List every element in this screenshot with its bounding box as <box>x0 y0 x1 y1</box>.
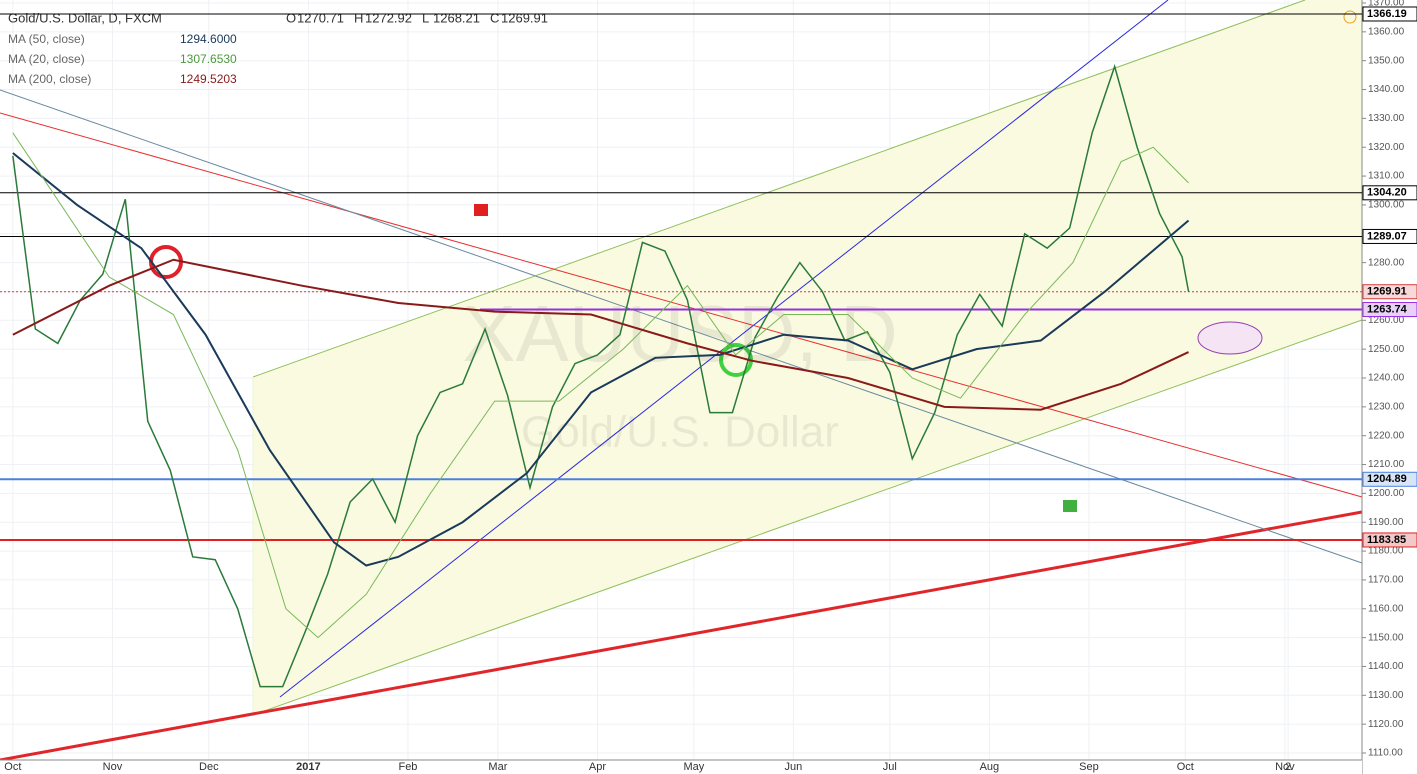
x-tick-label: Oct <box>1177 761 1194 773</box>
trend-line-red <box>0 112 1363 498</box>
watermark-name: Gold/U.S. Dollar <box>521 408 839 457</box>
trend-line-gray <box>0 89 1363 564</box>
x-tick-label: Jun <box>785 761 803 773</box>
series-line <box>12 63 1190 688</box>
series-line <box>12 152 1190 567</box>
indicator-name: MA (20, close) <box>8 52 85 66</box>
ohlc-value: 1269.91 <box>501 10 548 25</box>
y-tick-label: 1130.00 <box>1368 690 1404 701</box>
channel-fill <box>253 0 1362 715</box>
trend-line-red-thick <box>0 510 1363 762</box>
y-tick-label: 1120.00 <box>1368 719 1404 730</box>
thumb-down-icon <box>474 204 488 216</box>
level-label: 1183.85 <box>1367 534 1406 546</box>
x-tick-label: Aug <box>980 761 1000 773</box>
level-label: 1366.19 <box>1367 8 1407 20</box>
x-tick-label: Feb <box>398 761 417 773</box>
x-tick-label: 2 <box>1285 761 1291 773</box>
x-tick-label: Oct <box>4 761 21 773</box>
level-badge <box>1362 302 1417 318</box>
indicator-value: 1307.6530 <box>180 52 237 66</box>
y-tick-label: 1260.00 <box>1368 315 1405 326</box>
y-tick-label: 1110.00 <box>1368 748 1403 759</box>
level-badge <box>1362 532 1417 548</box>
y-tick-label: 1370.00 <box>1368 0 1405 9</box>
ohlc-value: 1270.71 <box>297 10 344 25</box>
level-label: 1304.20 <box>1367 187 1407 199</box>
legend: Gold/U.S. Dollar, D, FXCM MA (50, close)… <box>8 10 548 86</box>
series-line <box>12 258 1189 411</box>
y-tick-label: 1140.00 <box>1368 661 1404 672</box>
x-tick-label: Mar <box>488 761 507 773</box>
y-tick-label: 1250.00 <box>1368 344 1405 355</box>
y-tick-label: 1310.00 <box>1368 171 1405 182</box>
y-tick-label: 1350.00 <box>1368 55 1405 66</box>
level-label: 1289.07 <box>1367 230 1407 242</box>
x-tick-label: Nov <box>1275 761 1295 773</box>
level-badge <box>1362 284 1417 300</box>
y-tick-label: 1210.00 <box>1368 459 1405 470</box>
time-axis <box>0 760 1362 774</box>
y-tick-label: 1280.00 <box>1368 257 1405 268</box>
target-ellipse <box>1197 321 1263 355</box>
level-badge <box>1362 471 1417 487</box>
y-tick-label: 1150.00 <box>1368 632 1404 643</box>
level-label: 1269.91 <box>1367 286 1407 298</box>
ohlc-value: 1272.92 <box>365 10 412 25</box>
indicator-name: MA (50, close) <box>8 32 85 46</box>
symbol: Gold/U.S. Dollar, D, FXCM <box>8 10 162 25</box>
x-tick-label: Dec <box>199 761 219 773</box>
thumb-up-icon <box>1063 500 1077 512</box>
y-tick-label: 1330.00 <box>1368 113 1405 124</box>
y-tick-label: 1200.00 <box>1368 488 1405 499</box>
x-tick-label: Nov <box>103 761 123 773</box>
ohlc-label: O <box>286 10 296 25</box>
y-tick-label: 1170.00 <box>1368 575 1404 586</box>
series-line <box>12 132 1189 639</box>
y-tick-label: 1180.00 <box>1368 546 1404 557</box>
y-tick-label: 1240.00 <box>1368 373 1405 384</box>
y-tick-label: 1230.00 <box>1368 401 1405 412</box>
x-tick-label: Sep <box>1079 761 1099 773</box>
y-tick-label: 1360.00 <box>1368 26 1405 37</box>
y-tick-label: 1340.00 <box>1368 84 1405 95</box>
y-tick-label: 1300.00 <box>1368 200 1405 211</box>
level-badge <box>1362 6 1417 22</box>
y-tick-label: 1190.00 <box>1368 517 1404 528</box>
x-tick-label: Jul <box>883 761 897 773</box>
level-label: 1263.74 <box>1367 303 1408 315</box>
x-tick-label: May <box>683 761 704 773</box>
x-tick-label: Apr <box>589 761 606 773</box>
ohlc-label: H <box>354 10 363 25</box>
indicator-value: 1249.5203 <box>180 72 237 86</box>
ohlc-label: C <box>490 10 499 25</box>
x-tick-label: 2017 <box>296 761 320 773</box>
indicator-value: 1294.6000 <box>180 32 237 46</box>
y-tick-label: 1220.00 <box>1368 430 1405 441</box>
y-tick-label: 1160.00 <box>1368 603 1404 614</box>
channel-bottom <box>252 319 1363 716</box>
level-badge <box>1362 185 1417 201</box>
ohlc-value: 1268.21 <box>433 10 480 25</box>
price-axis <box>1362 0 1417 774</box>
channel-top <box>252 0 1306 378</box>
level-label: 1204.89 <box>1367 473 1407 485</box>
watermark-symbol: XAUUSD, D <box>462 289 898 378</box>
alert-icon <box>1343 10 1357 24</box>
level-badge <box>1362 228 1417 244</box>
y-tick-label: 1320.00 <box>1368 142 1405 153</box>
ohlc-label: L <box>422 10 429 25</box>
indicator-name: MA (200, close) <box>8 72 91 86</box>
